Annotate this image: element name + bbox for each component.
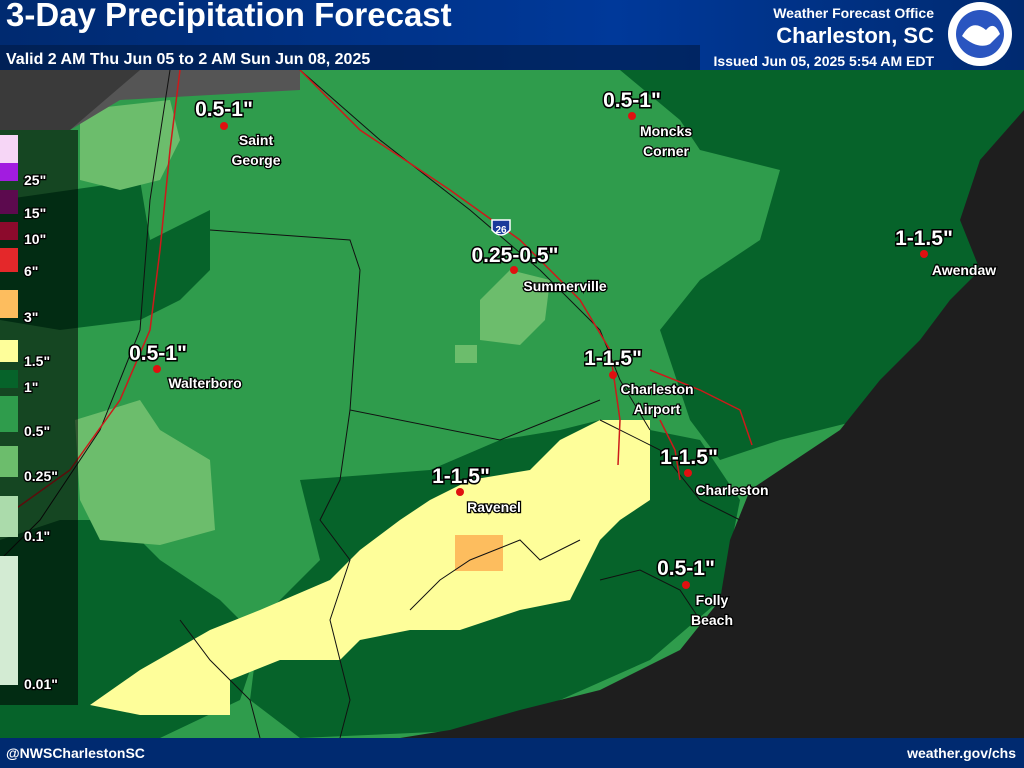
- place-dot: [609, 371, 617, 379]
- legend: 25" 15" 10" 6" 3" 1.5" 1" 0.5" 0.25" 0.1" 0.01": [0, 130, 78, 705]
- place-name: Charleston: [620, 381, 693, 397]
- legend-swatch: [0, 370, 18, 388]
- place-name: Corner: [643, 143, 689, 159]
- legend-swatch: [0, 446, 18, 477]
- legend-swatch: [0, 496, 18, 537]
- ocean: [400, 110, 1024, 738]
- legend-label: 1.5": [24, 353, 50, 369]
- header-bar: 3-Day Precipitation Forecast Valid 2 AM …: [0, 0, 1024, 70]
- place-name: George: [231, 152, 280, 168]
- legend-swatch: [0, 163, 18, 181]
- legend-swatch: [0, 190, 18, 214]
- valid-period: Valid 2 AM Thu Jun 05 to 2 AM Sun Jun 08…: [6, 51, 370, 68]
- place-name: Charleston: [695, 482, 768, 498]
- legend-swatch: [0, 396, 18, 432]
- place-dot: [628, 112, 636, 120]
- place-name: Airport: [634, 401, 681, 417]
- place-dot: [682, 581, 690, 589]
- place-name: Ravenel: [467, 499, 521, 515]
- place-name: Summerville: [523, 278, 606, 294]
- place-amount: 0.5-1": [657, 557, 715, 580]
- place-dot: [153, 365, 161, 373]
- social: @NWSCharlestonSC: [6, 745, 145, 761]
- legend-label: 0.5": [24, 423, 50, 439]
- legend-label: 3": [24, 309, 38, 325]
- legend-label: 0.1": [24, 528, 50, 544]
- legend-swatch: [0, 248, 18, 272]
- office: Weather Forecast Office: [773, 5, 934, 21]
- place-name: Beach: [691, 612, 733, 628]
- interstate-shield: 26: [491, 219, 511, 236]
- website: weather.gov/chs: [906, 745, 1016, 761]
- places: 0.5-1" Saint George 0.5-1" Moncks Corner 0.25-…: [128, 88, 998, 630]
- legend-label: 10": [24, 231, 46, 247]
- footer-bar: @NWSCharlestonSC weather.gov/chs: [0, 738, 1024, 768]
- place-amount: 1-1.5": [895, 227, 953, 250]
- place-amount: 1-1.5": [432, 465, 490, 488]
- place-dot: [920, 250, 928, 258]
- place-amount: 0.25-0.5": [471, 244, 558, 267]
- legend-label: 25": [24, 172, 46, 188]
- place-amount: 0.5-1": [129, 342, 187, 365]
- interstate-number: 26: [495, 225, 507, 236]
- place-dot: [456, 488, 464, 496]
- place-name: Moncks: [640, 123, 692, 139]
- place-dot: [684, 469, 692, 477]
- location: Charleston, SC: [776, 23, 934, 48]
- legend-label: 0.25": [24, 468, 58, 484]
- place-name: Saint: [239, 132, 274, 148]
- place-amount: 1-1.5": [660, 446, 718, 469]
- legend-label: 6": [24, 263, 38, 279]
- legend-swatch: [0, 556, 18, 685]
- place-name: Awendaw: [932, 262, 996, 278]
- legend-label: 0.01": [24, 676, 58, 692]
- place-dot: [220, 122, 228, 130]
- place-amount: 1-1.5": [584, 347, 642, 370]
- place-dot: [510, 266, 518, 274]
- place-name: Walterboro: [168, 375, 241, 391]
- legend-label: 15": [24, 205, 46, 221]
- legend-swatch: [0, 222, 18, 240]
- legend-swatch: [0, 340, 18, 362]
- place-amount: 0.5-1": [195, 98, 253, 121]
- legend-label: 1": [24, 379, 38, 395]
- legend-swatch: [0, 290, 18, 318]
- place-amount: 0.5-1": [603, 89, 661, 112]
- issued: Issued Jun 05, 2025 5:54 AM EDT: [714, 53, 935, 69]
- title: 3-Day Precipitation Forecast: [6, 0, 452, 33]
- place-name: Folly: [696, 592, 729, 608]
